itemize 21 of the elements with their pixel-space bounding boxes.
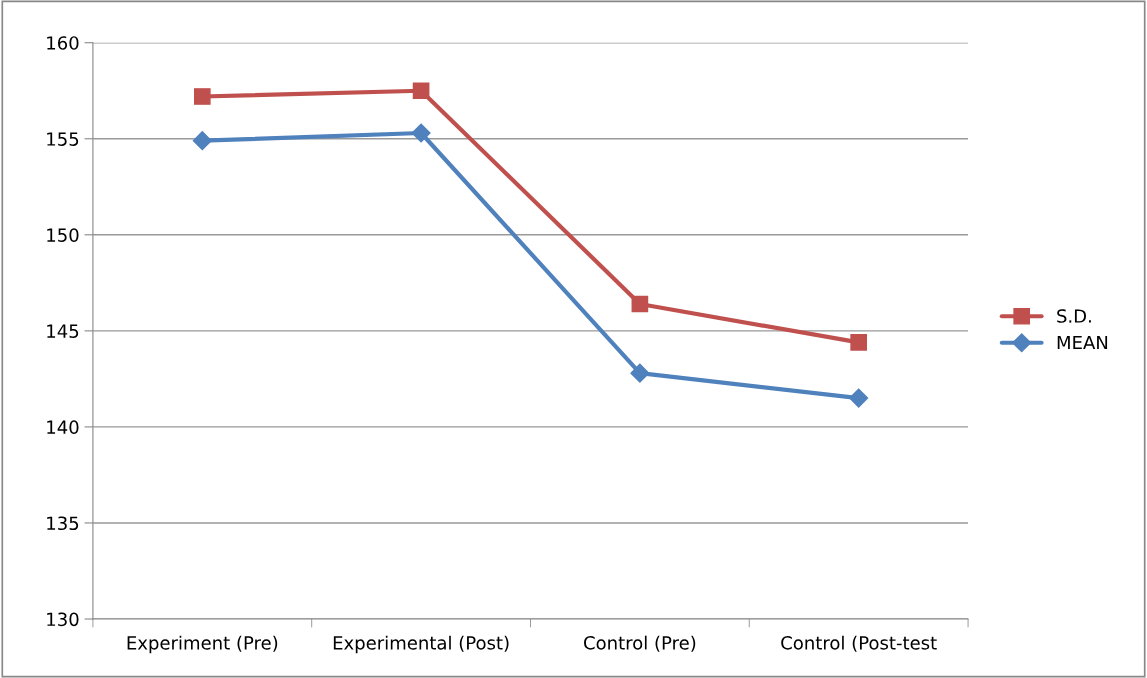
legend-label: MEAN bbox=[1057, 335, 1108, 350]
point bbox=[192, 131, 212, 151]
x-tick-label: Control (Pre) bbox=[584, 635, 696, 652]
point bbox=[193, 88, 211, 105]
y-tick-label: 140 bbox=[47, 420, 79, 435]
point bbox=[630, 363, 650, 383]
y-tick-label: 160 bbox=[47, 36, 79, 50]
point bbox=[849, 388, 869, 408]
point bbox=[850, 334, 868, 351]
point bbox=[631, 295, 649, 313]
x-tick-label: Control (Post-test bbox=[781, 635, 937, 652]
x-tick-label: Experimental (Post) bbox=[333, 635, 509, 654]
y-tick-label: 130 bbox=[47, 612, 79, 627]
legend-label: S.D. bbox=[1057, 309, 1091, 323]
y-tick-label: 155 bbox=[47, 132, 79, 146]
y-tick-label: 150 bbox=[47, 228, 79, 242]
point bbox=[411, 123, 431, 143]
point bbox=[412, 82, 430, 100]
y-tick-label: 135 bbox=[47, 516, 79, 531]
x-tick-label: Experiment (Pre) bbox=[127, 635, 278, 654]
y-tick-label: 145 bbox=[47, 324, 79, 338]
